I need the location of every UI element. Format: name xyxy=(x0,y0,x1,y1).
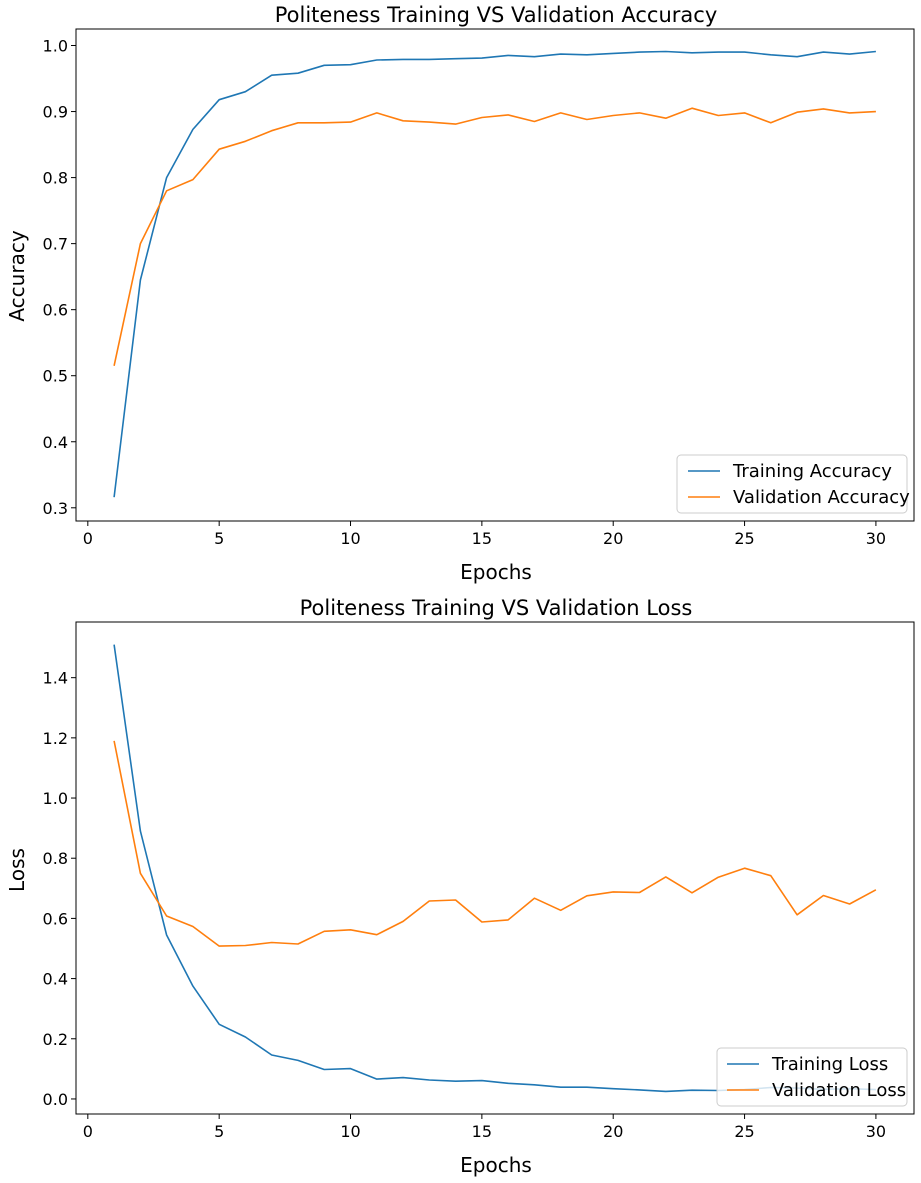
x-tick-label: 20 xyxy=(603,529,623,548)
series-line-validation-loss xyxy=(113,740,877,947)
chart-title: Politeness Training VS Validation Accura… xyxy=(275,3,718,27)
x-tick-label: 0 xyxy=(83,1122,93,1141)
x-tick-label: 30 xyxy=(866,1122,886,1141)
y-tick-label: 1.4 xyxy=(43,669,68,688)
y-tick-label: 0.9 xyxy=(43,103,68,122)
y-tick-label: 0.0 xyxy=(43,1090,68,1109)
y-tick-label: 0.6 xyxy=(43,301,68,320)
y-tick-label: 1.2 xyxy=(43,729,68,748)
x-tick-label: 5 xyxy=(214,529,224,548)
x-tick-label: 10 xyxy=(340,1122,360,1141)
x-tick-label: 15 xyxy=(472,1122,492,1141)
legend-label-validation-loss: Validation Loss xyxy=(772,1080,906,1101)
y-tick-label: 0.7 xyxy=(43,235,68,254)
series-lines xyxy=(113,50,876,498)
legend-box xyxy=(676,454,908,514)
accuracy-chart: Politeness Training VS Validation Accura… xyxy=(5,3,915,584)
x-axis-label: Epochs xyxy=(460,560,532,584)
y-axis-label: Loss xyxy=(5,848,29,892)
x-tick-label: 25 xyxy=(734,529,754,548)
tick-group: 0 5 10 15 20 25 30 0.0 0.2 0.4 0.6 0.8 1.0 1.2 1.4 xyxy=(43,669,887,1141)
y-tick-label: 0.3 xyxy=(43,499,68,518)
x-tick-label: 10 xyxy=(340,529,360,548)
series-line-training-loss xyxy=(113,644,876,1093)
series-line-validation-accuracy xyxy=(113,107,876,366)
y-tick-label: 1.0 xyxy=(43,37,68,56)
series-line-training-accuracy xyxy=(113,50,876,498)
legend: Training Accuracy Validation Accuracy xyxy=(676,454,910,514)
y-axis-label: Accuracy xyxy=(5,230,29,321)
y-tick-label: 0.8 xyxy=(43,169,68,188)
legend: Training Loss Validation Loss xyxy=(716,1047,908,1107)
x-tick-label: 20 xyxy=(603,1122,623,1141)
y-tick-label: 0.2 xyxy=(43,1030,68,1049)
plot-frame xyxy=(75,28,915,522)
legend-label-validation-accuracy: Validation Accuracy xyxy=(733,487,910,508)
x-tick-label: 25 xyxy=(734,1122,754,1141)
legend-box xyxy=(716,1047,908,1107)
y-tick-label: 0.5 xyxy=(43,367,68,386)
x-tick-label: 30 xyxy=(866,529,886,548)
legend-label-training-loss: Training Loss xyxy=(771,1054,888,1075)
y-tick-label: 0.8 xyxy=(43,849,68,868)
y-tick-label: 1.0 xyxy=(43,789,68,808)
tick-group: 0 5 10 15 20 25 30 0.3 0.4 0.5 0.6 0.7 0.8 0.9 1.0 xyxy=(43,37,887,548)
x-tick-label: 0 xyxy=(83,529,93,548)
chart-title: Politeness Training VS Validation Loss xyxy=(300,596,693,620)
series-lines xyxy=(113,644,877,1093)
plot-frame xyxy=(75,621,915,1115)
y-tick-label: 0.4 xyxy=(43,433,68,452)
x-tick-label: 5 xyxy=(214,1122,224,1141)
legend-label-training-accuracy: Training Accuracy xyxy=(732,461,892,482)
y-tick-label: 0.6 xyxy=(43,909,68,928)
y-tick-label: 0.4 xyxy=(43,970,68,989)
x-axis-label: Epochs xyxy=(460,1153,532,1177)
x-tick-label: 15 xyxy=(472,529,492,548)
loss-chart: Politeness Training VS Validation Loss L… xyxy=(5,596,915,1177)
